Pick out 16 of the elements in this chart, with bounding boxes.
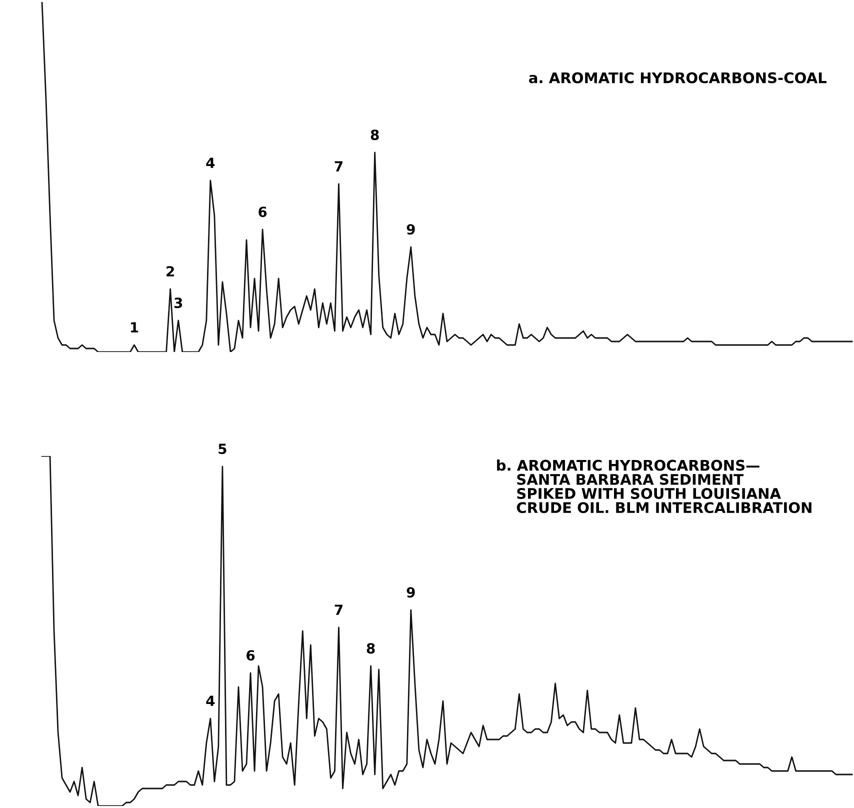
annotation: 6 xyxy=(258,206,267,218)
text: b. AROMATIC HYDROCARBONS— SANTA BARBARA SEDIMENT SPIKED WITH SOUTH LOUISIANA CRUDE OIL. BLM INTERCALIBRATION xyxy=(497,460,812,514)
annotation: 8 xyxy=(370,130,379,140)
annotation: 7 xyxy=(334,161,342,172)
annotation: 1 xyxy=(130,322,138,332)
annotation: 2 xyxy=(166,266,174,276)
annotation: 4 xyxy=(206,696,215,706)
annotation: 7 xyxy=(334,604,342,615)
annotation: 9 xyxy=(406,224,415,235)
annotation: 8 xyxy=(366,643,375,654)
annotation: 4 xyxy=(206,158,215,168)
annotation: 9 xyxy=(406,587,415,598)
annotation: 3 xyxy=(174,298,182,308)
text: a. AROMATIC HYDROCARBONS-COAL xyxy=(529,72,826,84)
annotation: 5 xyxy=(218,444,226,454)
annotation: 6 xyxy=(246,650,255,661)
